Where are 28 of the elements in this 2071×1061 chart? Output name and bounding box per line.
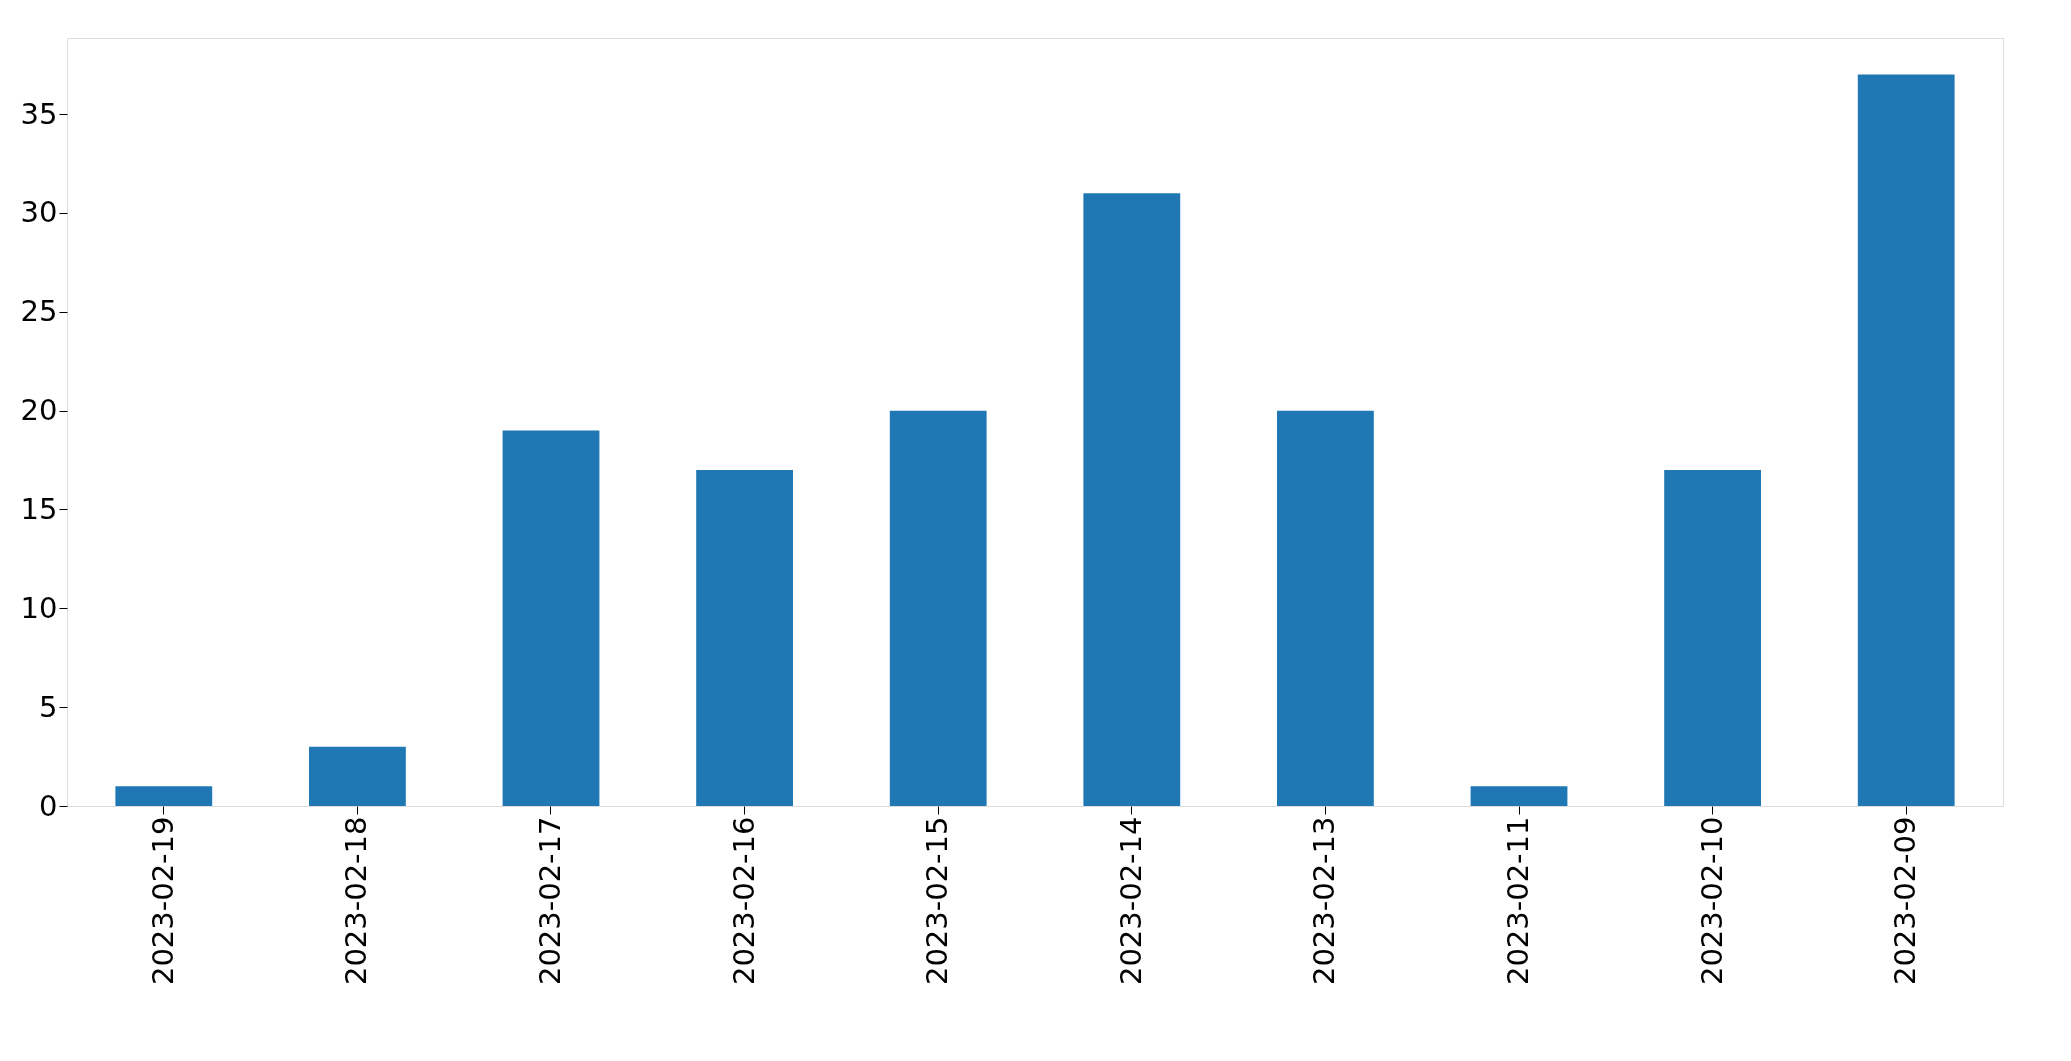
x-tick-label: 2023-02-17: [533, 816, 567, 986]
y-tick-label: 30: [20, 195, 58, 230]
bar: [696, 469, 793, 806]
y-tick-label: 5: [39, 689, 58, 724]
bar: [502, 430, 600, 806]
bar: [889, 410, 987, 806]
y-tick-label: 35: [20, 96, 58, 131]
x-tick-label: 2023-02-11: [1501, 816, 1535, 986]
x-tick-label: 2023-02-14: [1113, 816, 1148, 986]
bar: [1664, 469, 1761, 806]
y-tick-label: 10: [20, 590, 58, 625]
y-tick-label: 25: [20, 294, 58, 329]
y-tick-label: 0: [39, 788, 58, 823]
bar: [1857, 74, 1955, 806]
x-tick-label: 2023-02-19: [145, 816, 180, 986]
x-tick-label: 2023-02-15: [920, 816, 955, 986]
bar: [1277, 410, 1374, 806]
bar: [115, 786, 213, 806]
x-tick-label: 2023-02-09: [1888, 816, 1923, 986]
bar: [1083, 193, 1181, 806]
y-tick-label: 20: [20, 393, 58, 428]
x-tick-label: 2023-02-10: [1694, 816, 1729, 986]
bar: [309, 746, 406, 806]
x-tick-label: 2023-02-18: [339, 816, 374, 986]
y-tick-label: 15: [20, 491, 58, 526]
x-tick-label: 2023-02-16: [726, 816, 761, 986]
x-tick-label: 2023-02-13: [1307, 816, 1342, 986]
bar: [1470, 786, 1568, 806]
